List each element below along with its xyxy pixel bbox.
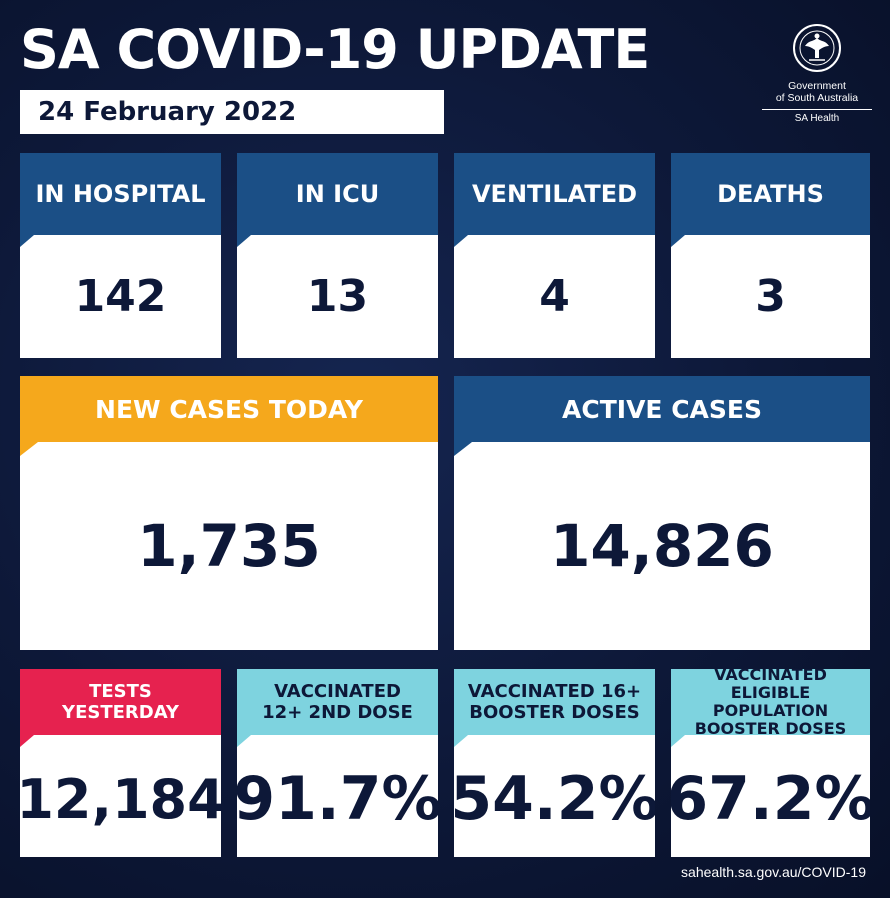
ventilated-card: VENTILATED 4 bbox=[454, 153, 655, 358]
in-icu-card: IN ICU 13 bbox=[237, 153, 438, 358]
card-header: VACCINATED 12+ 2ND DOSE bbox=[237, 669, 438, 735]
government-logo: Government of South Australia SA Health bbox=[762, 22, 872, 124]
footer-url[interactable]: sahealth.sa.gov.au/COVID-19 bbox=[681, 864, 866, 880]
card-value: 1,735 bbox=[137, 512, 321, 580]
card-header: VACCINATED ELIGIBLE POPULATION BOOSTER D… bbox=[671, 669, 870, 738]
active-cases-card: ACTIVE CASES 14,826 bbox=[454, 376, 870, 650]
card-header: IN HOSPITAL bbox=[20, 153, 221, 235]
logo-divider bbox=[762, 109, 872, 110]
card-header: VACCINATED 16+ BOOSTER DOSES bbox=[454, 669, 655, 735]
sa-health-label: SA Health bbox=[794, 113, 840, 124]
date-label: 24 February 2022 bbox=[20, 90, 444, 134]
tests-card: TESTS YESTERDAY 12,184 bbox=[20, 669, 221, 857]
deaths-card: DEATHS 3 bbox=[671, 153, 870, 358]
vaccinated-16-card: VACCINATED 16+ BOOSTER DOSES 54.2% bbox=[454, 669, 655, 857]
card-value: 54.2% bbox=[454, 764, 655, 834]
card-value: 4 bbox=[539, 271, 570, 322]
card-header: VENTILATED bbox=[454, 153, 655, 235]
card-value: 12,184 bbox=[20, 767, 221, 831]
card-value: 13 bbox=[306, 271, 369, 322]
card-header: TESTS YESTERDAY bbox=[20, 669, 221, 735]
card-value: 142 bbox=[74, 271, 167, 322]
card-value: 91.7% bbox=[237, 764, 438, 834]
card-value: 14,826 bbox=[550, 512, 774, 580]
page-title: SA COVID-19 UPDATE bbox=[20, 18, 650, 81]
card-header: DEATHS bbox=[671, 153, 870, 235]
vaccinated-12-card: VACCINATED 12+ 2ND DOSE 91.7% bbox=[237, 669, 438, 857]
card-value: 67.2% bbox=[671, 764, 870, 834]
gov-line-1: Government bbox=[788, 80, 846, 92]
card-header: ACTIVE CASES bbox=[454, 376, 870, 442]
card-header: IN ICU bbox=[237, 153, 438, 235]
piping-shrike-seal-icon bbox=[793, 24, 841, 72]
in-hospital-card: IN HOSPITAL 142 bbox=[20, 153, 221, 358]
card-value: 3 bbox=[755, 271, 786, 322]
new-cases-card: NEW CASES TODAY 1,735 bbox=[20, 376, 438, 650]
vaccinated-eligible-card: VACCINATED ELIGIBLE POPULATION BOOSTER D… bbox=[671, 669, 870, 857]
card-header: NEW CASES TODAY bbox=[20, 376, 438, 442]
gov-line-2: of South Australia bbox=[775, 92, 859, 104]
